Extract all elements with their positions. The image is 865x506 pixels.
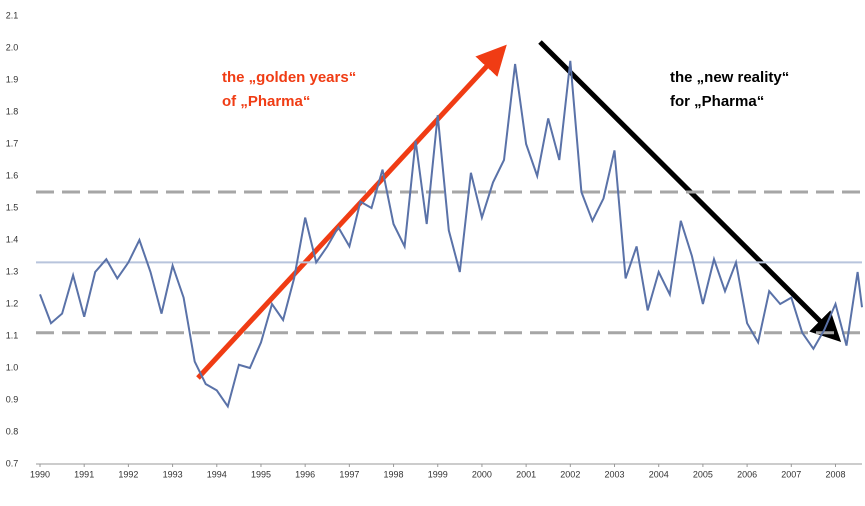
x-tick-label: 2001 [516, 469, 536, 479]
arrow [196, 44, 507, 380]
y-tick-label: 1.9 [6, 74, 19, 84]
x-tick-label: 2000 [472, 469, 492, 479]
y-tick-label: 1.4 [6, 234, 19, 244]
y-tick-label: 1.5 [6, 202, 19, 212]
x-tick-label: 1991 [74, 469, 94, 479]
annotation: the „new reality“ [670, 69, 789, 86]
data-line [39, 60, 863, 409]
y-tick-label: 2.1 [6, 10, 19, 20]
y-tick-label: 1.0 [6, 362, 19, 372]
x-tick-label: 1990 [30, 469, 50, 479]
y-tick-label: 2.0 [6, 42, 19, 52]
y-tick-label: 1.2 [6, 298, 19, 308]
x-tick-label: 2002 [560, 469, 580, 479]
y-tick-label: 1.6 [6, 170, 19, 180]
annotation: the „golden years“ [222, 69, 356, 86]
x-tick-label: 1996 [295, 469, 315, 479]
y-tick-label: 0.9 [6, 394, 19, 404]
x-tick-label: 2008 [825, 469, 845, 479]
y-tick-label: 0.7 [6, 458, 19, 468]
y-tick-label: 0.8 [6, 426, 19, 436]
x-tick-label: 1995 [251, 469, 271, 479]
x-tick-label: 1997 [339, 469, 359, 479]
arrow [538, 40, 842, 343]
y-tick-label: 1.8 [6, 106, 19, 116]
annotation: of „Pharma“ [222, 93, 310, 110]
annotation: for „Pharma“ [670, 93, 764, 110]
y-tick-label: 1.1 [6, 330, 19, 340]
x-tick-label: 1992 [118, 469, 138, 479]
y-tick-label: 1.7 [6, 138, 19, 148]
x-tick-label: 1999 [428, 469, 448, 479]
x-tick-label: 2003 [605, 469, 625, 479]
x-tick-label: 1993 [163, 469, 183, 479]
x-tick-label: 2006 [737, 469, 757, 479]
x-tick-label: 2005 [693, 469, 713, 479]
x-tick-label: 1998 [384, 469, 404, 479]
x-tick-label: 2007 [781, 469, 801, 479]
x-tick-label: 1994 [207, 469, 227, 479]
x-tick-label: 2004 [649, 469, 669, 479]
y-tick-label: 1.3 [6, 266, 19, 276]
